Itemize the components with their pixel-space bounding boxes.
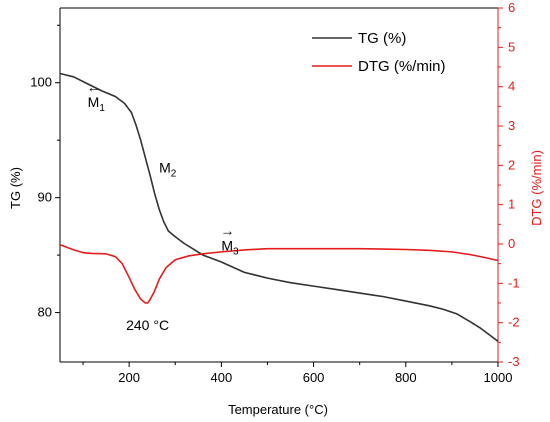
- x-tick-label: 800: [395, 370, 417, 385]
- y-right-tick-label: 1: [508, 197, 515, 212]
- annotation-main: M: [221, 238, 233, 254]
- y-axis-right: -3 -2 -1 0 1 2 3 4 5 6: [498, 0, 520, 369]
- y-axis-right-title: DTG (%/min): [529, 150, 544, 226]
- annotation-label: M2: [159, 159, 177, 179]
- x-tick-label: 600: [303, 370, 325, 385]
- x-tick-label: 400: [211, 370, 233, 385]
- x-axis: 200 400 600 800 1000: [82, 362, 513, 385]
- x-tick-label: 200: [118, 370, 140, 385]
- x-axis-title: Temperature (°C): [228, 402, 328, 417]
- y-right-tick-label: 5: [508, 39, 515, 54]
- y-right-tick-label: 6: [508, 0, 515, 15]
- tg-series-line: [59, 72, 499, 342]
- x-tick-label: 1000: [484, 370, 513, 385]
- annotation-main: M: [88, 94, 100, 110]
- legend: TG (%) DTG (%/min): [312, 30, 446, 75]
- y-right-tick-label: 2: [508, 157, 515, 172]
- annotation-subscript: 1: [99, 103, 105, 114]
- dtg-series-line: [59, 244, 499, 304]
- legend-dtg-label: DTG (%/min): [358, 58, 446, 75]
- y-right-tick-label: -3: [508, 354, 520, 369]
- annotation-arrow: →: [220, 223, 234, 239]
- legend-tg-label: TG (%): [358, 30, 406, 47]
- annotation-subscript: 3: [233, 247, 239, 258]
- series-layer: [59, 72, 499, 342]
- annotation-main: M: [159, 159, 171, 175]
- y-left-tick-label: 80: [38, 305, 52, 320]
- annotation-label: M1: [88, 94, 106, 114]
- annotation-arrow: ←: [87, 79, 101, 95]
- annotation-label: M3: [221, 238, 239, 258]
- annotation-label: 240 °C: [126, 317, 169, 333]
- y-left-tick-label: 100: [30, 75, 52, 90]
- y-left-tick-label: 90: [38, 190, 52, 205]
- y-right-tick-label: 3: [508, 118, 515, 133]
- y-right-tick-label: -2: [508, 315, 520, 330]
- y-right-tick-label: -1: [508, 275, 520, 290]
- y-right-tick-label: 0: [508, 236, 515, 251]
- y-axis-left-title: TG (%): [8, 167, 23, 209]
- y-axis-left: 80 90 100: [30, 24, 60, 320]
- y-right-tick-label: 4: [508, 79, 515, 94]
- annotation-subscript: 2: [171, 168, 177, 179]
